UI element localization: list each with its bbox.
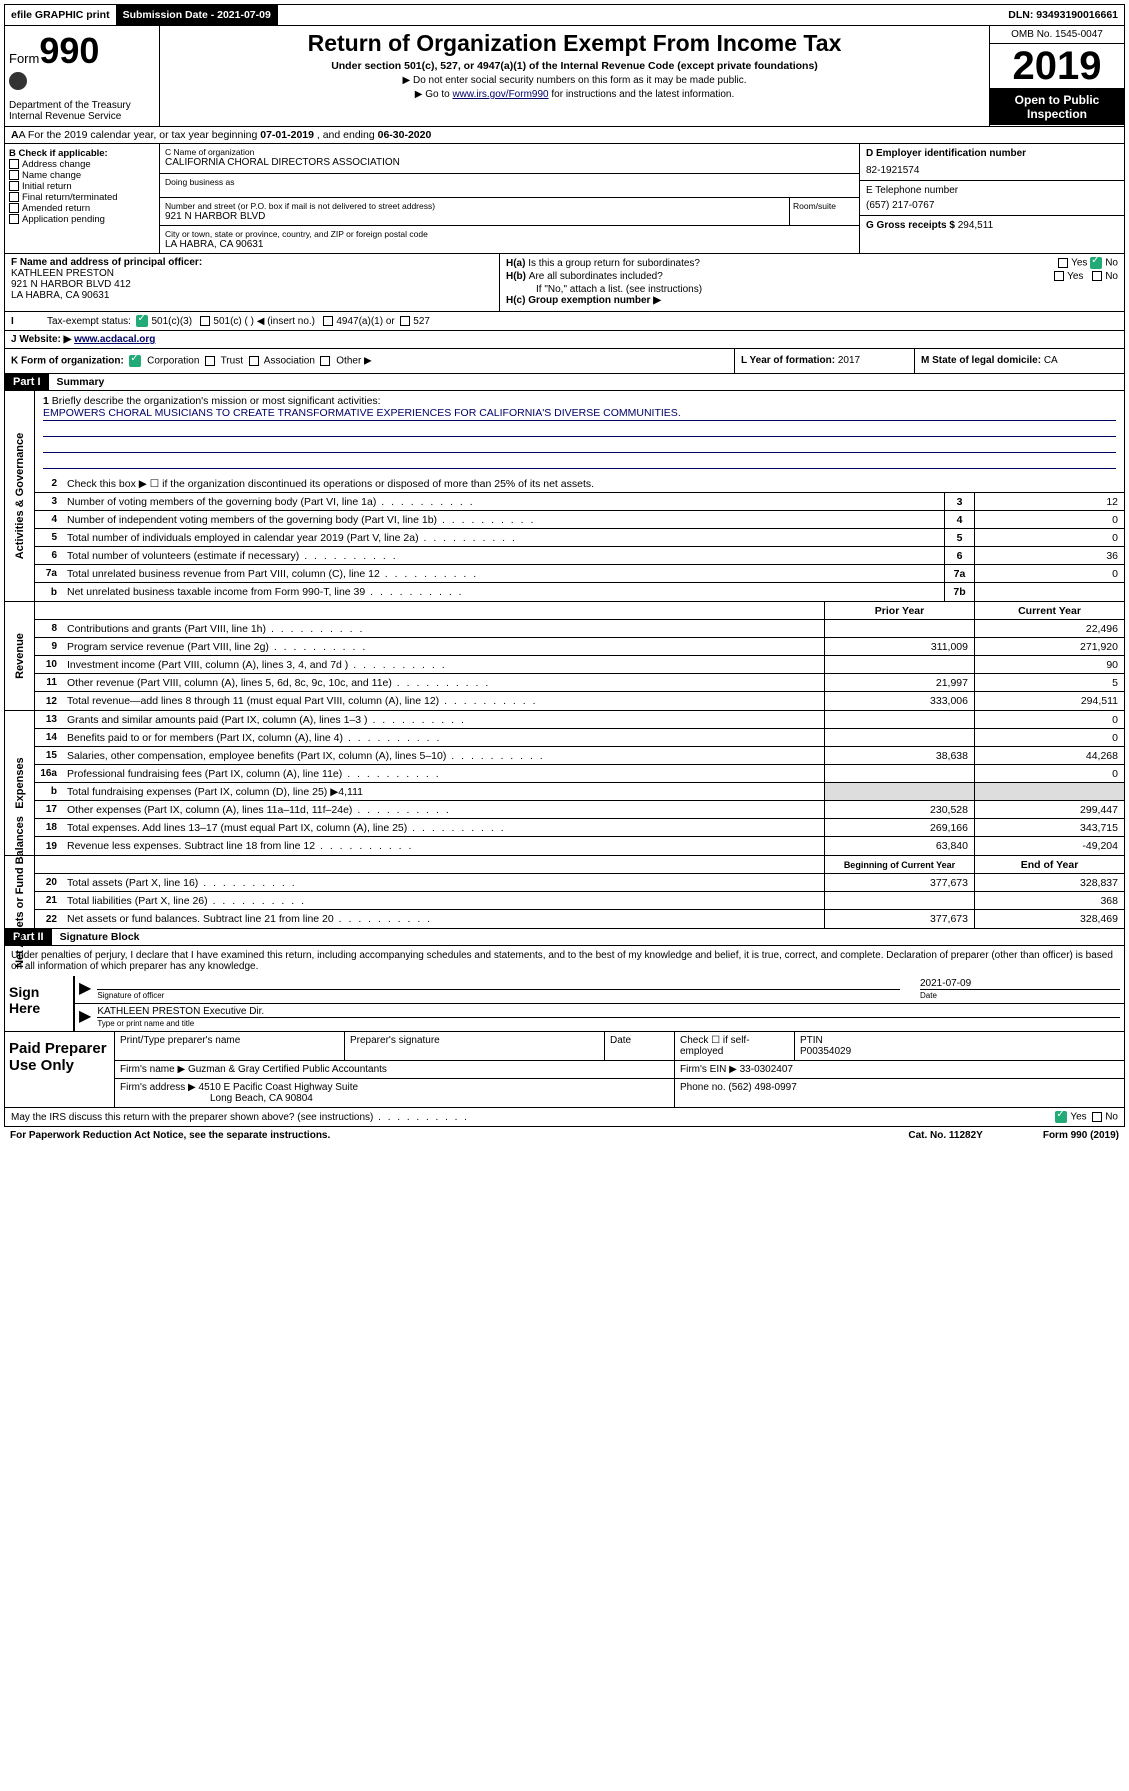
summary-line: 16aProfessional fundraising fees (Part I… [35,765,1124,783]
preparer-block: Paid Preparer Use Only Print/Type prepar… [4,1032,1125,1108]
summary-line: 11Other revenue (Part VIII, column (A), … [35,674,1124,692]
checkbox-item[interactable]: Name change [9,170,155,181]
summary-line: 13Grants and similar amounts paid (Part … [35,711,1124,729]
tax-year: 2019 [990,44,1124,89]
summary-line: 17Other expenses (Part IX, column (A), l… [35,801,1124,819]
row-klm: K Form of organization: Corporation Trus… [4,349,1125,374]
org-name: CALIFORNIA CHORAL DIRECTORS ASSOCIATION [165,157,854,168]
org-city: LA HABRA, CA 90631 [165,239,854,250]
row-fh: F Name and address of principal officer:… [4,254,1125,312]
part2-header: Part IISignature Block [4,929,1125,946]
main-block: B Check if applicable: Address changeNam… [4,144,1125,254]
summary-line: 20Total assets (Part X, line 16)377,6733… [35,874,1124,892]
col-c-entity: C Name of organization CALIFORNIA CHORAL… [160,144,859,253]
org-street: 921 N HARBOR BLVD [165,211,784,222]
department-label: Department of the Treasury Internal Reve… [9,100,155,122]
summary-line: 19Revenue less expenses. Subtract line 1… [35,837,1124,855]
summary-line: 9Program service revenue (Part VIII, lin… [35,638,1124,656]
summary-line: 10Investment income (Part VIII, column (… [35,656,1124,674]
summary-line: 3Number of voting members of the governi… [35,493,1124,511]
row-a-period: AA For the 2019 calendar year, or tax ye… [4,127,1125,144]
governance-section: Activities & Governance 1 Briefly descri… [4,391,1125,602]
form-subtitle: Under section 501(c), 527, or 4947(a)(1)… [168,60,981,72]
form-number: Form990 [9,30,155,72]
check-icon [136,315,148,327]
part1-header: Part ISummary [4,374,1125,391]
signature-block: Under penalties of perjury, I declare th… [4,946,1125,1032]
submission-date: Submission Date - 2021-07-09 [117,5,278,25]
summary-line: bNet unrelated business taxable income f… [35,583,1124,601]
irs-seal-icon [9,72,27,90]
top-bar: efile GRAPHIC print Submission Date - 20… [4,4,1125,26]
summary-line: bTotal fundraising expenses (Part IX, co… [35,783,1124,801]
website-link[interactable]: www.acdacal.org [74,334,155,345]
summary-line: 15Salaries, other compensation, employee… [35,747,1124,765]
ssn-note: ▶ Do not enter social security numbers o… [168,75,981,86]
summary-line: 7aTotal unrelated business revenue from … [35,565,1124,583]
row-i-status: ITax-exempt status: 501(c)(3) 501(c) ( )… [4,312,1125,331]
omb-number: OMB No. 1545-0047 [990,26,1124,44]
summary-line: 22Net assets or fund balances. Subtract … [35,910,1124,928]
checkbox-item[interactable]: Address change [9,159,155,170]
officer-name: KATHLEEN PRESTON [11,268,114,279]
ein: 82-1921574 [866,165,1118,176]
row-j-website: J Website: ▶ www.acdacal.org [4,331,1125,349]
checkbox-item[interactable]: Initial return [9,181,155,192]
summary-line: 8Contributions and grants (Part VIII, li… [35,620,1124,638]
col-b-checkboxes: B Check if applicable: Address changeNam… [5,144,160,253]
goto-note: ▶ Go to www.irs.gov/Form990 for instruct… [168,89,981,100]
efile-label[interactable]: efile GRAPHIC print [5,5,117,25]
summary-line: 14Benefits paid to or for members (Part … [35,729,1124,747]
checkbox-item[interactable]: Amended return [9,203,155,214]
form-title: Return of Organization Exempt From Incom… [168,30,981,57]
footer: For Paperwork Reduction Act Notice, see … [4,1127,1125,1144]
irs-link[interactable]: www.irs.gov/Form990 [452,89,548,100]
form-header: Form990 Department of the Treasury Inter… [4,26,1125,127]
dln-label: DLN: 93493190016661 [1002,5,1124,25]
discuss-row: May the IRS discuss this return with the… [4,1108,1125,1127]
summary-line: 6Total number of volunteers (estimate if… [35,547,1124,565]
net-assets-section: Net Assets or Fund Balances Beginning of… [4,856,1125,929]
room-suite: Room/suite [789,198,859,226]
phone: (657) 217-0767 [866,200,1118,211]
col-de: D Employer identification number 82-1921… [859,144,1124,253]
summary-line: 21Total liabilities (Part X, line 26)368 [35,892,1124,910]
summary-line: 18Total expenses. Add lines 13–17 (must … [35,819,1124,837]
checkbox-item[interactable]: Application pending [9,214,155,225]
summary-line: 12Total revenue—add lines 8 through 11 (… [35,692,1124,710]
expenses-section: Expenses 13Grants and similar amounts pa… [4,711,1125,856]
summary-line: 4Number of independent voting members of… [35,511,1124,529]
gross-receipts: 294,511 [958,220,993,231]
open-inspection: Open to Public Inspection [990,89,1124,125]
mission-text: EMPOWERS CHORAL MUSICIANS TO CREATE TRAN… [43,407,1116,421]
summary-line: 5Total number of individuals employed in… [35,529,1124,547]
checkbox-item[interactable]: Final return/terminated [9,192,155,203]
revenue-section: Revenue Prior Year Current Year 8Contrib… [4,602,1125,711]
summary-line: 2Check this box ▶ ☐ if the organization … [35,475,1124,493]
